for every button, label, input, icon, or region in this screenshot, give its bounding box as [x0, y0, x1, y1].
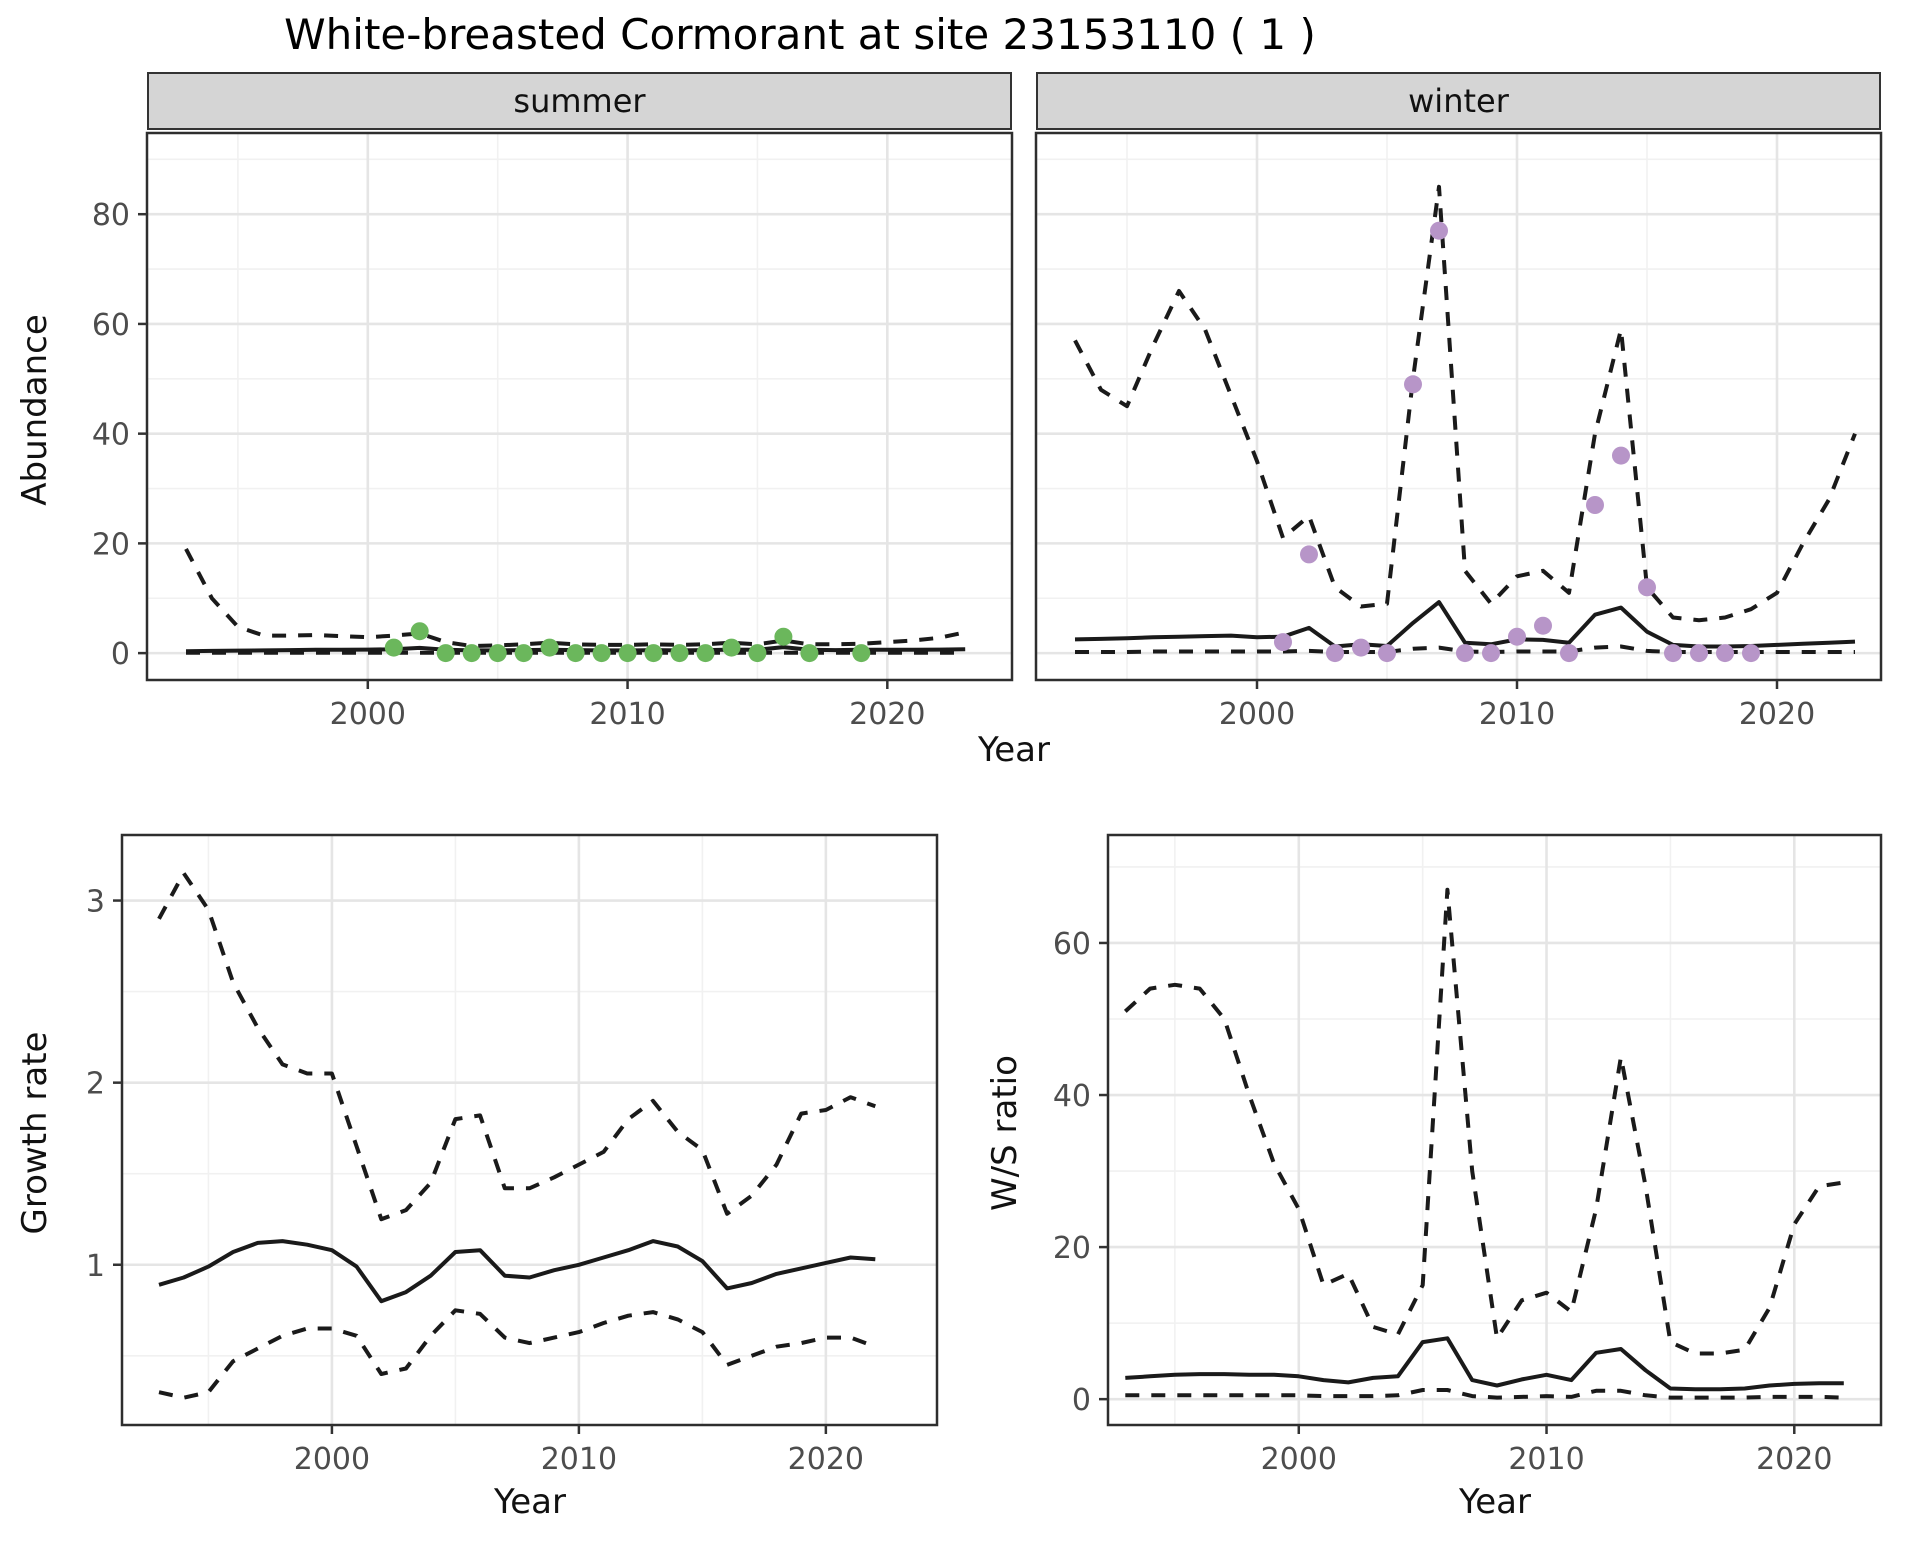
- data-point: [566, 644, 585, 663]
- data-point: [540, 638, 559, 657]
- data-point: [1742, 644, 1760, 663]
- data-point: [1456, 644, 1474, 663]
- data-point: [514, 644, 533, 663]
- panel-background: [1108, 835, 1881, 1425]
- data-point: [1690, 644, 1708, 663]
- panel-border: [1034, 131, 1883, 682]
- facet-strip-winter-label: winter: [1408, 82, 1509, 120]
- x-axis-title-ws-year: Year: [1459, 1482, 1531, 1522]
- data-point: [1378, 644, 1396, 663]
- x-tick-label: 2020: [788, 1442, 864, 1477]
- x-tick-label: 2020: [1756, 1442, 1832, 1477]
- series-line-upper_ci: [157, 871, 876, 1222]
- panel-background: [147, 133, 1012, 680]
- y-tick-label: 60: [1053, 927, 1091, 962]
- y-tick-label: 20: [92, 527, 130, 562]
- data-point: [670, 644, 689, 663]
- x-tick-label: 2010: [541, 1442, 617, 1477]
- x-axis-title-top-year: Year: [978, 730, 1050, 770]
- data-point: [1586, 496, 1604, 514]
- data-point: [1352, 638, 1370, 657]
- series-line-median: [1125, 1336, 1844, 1392]
- data-point: [644, 644, 663, 663]
- data-point: [1508, 627, 1526, 646]
- data-point: [696, 644, 715, 663]
- panel-border: [145, 131, 1014, 682]
- series-line-lower_ci: [158, 1308, 876, 1400]
- x-tick-label: 2000: [1261, 1442, 1337, 1477]
- y-tick-label: 1: [86, 1249, 105, 1284]
- y-axis-title-ws-ratio: W/S ratio: [985, 1055, 1025, 1211]
- x-tick-label: 2010: [1479, 697, 1555, 732]
- x-tick-label: 2020: [1739, 697, 1815, 732]
- chart-panel-abundance-winter: 2000 2010 2020: [1034, 131, 1883, 732]
- data-point: [1534, 616, 1552, 635]
- panel-background: [122, 835, 937, 1425]
- data-point: [410, 622, 429, 641]
- series-line-lower_ci: [1125, 1388, 1844, 1400]
- y-tick-label: 0: [1072, 1383, 1091, 1418]
- data-point: [1300, 545, 1318, 564]
- data-point: [488, 644, 507, 663]
- panel-border: [120, 833, 939, 1427]
- data-point: [462, 644, 481, 663]
- chart-panel-abundance-summer: 2000 2010 2020 0 20 40 60 80: [92, 131, 1014, 732]
- y-tick-label: 3: [86, 885, 105, 920]
- data-point: [1482, 644, 1500, 663]
- data-point: [852, 644, 871, 663]
- facet-strip-summer: summer: [147, 72, 1012, 130]
- x-tick-label: 2000: [294, 1442, 370, 1477]
- data-point: [436, 644, 455, 663]
- panel-background: [1036, 133, 1881, 680]
- x-tick-label: 2010: [1508, 1442, 1584, 1477]
- data-point: [1326, 644, 1344, 663]
- panel-border: [1106, 833, 1883, 1427]
- data-point: [748, 644, 767, 663]
- x-tick-label: 2020: [849, 697, 925, 732]
- chart-panel-growth-rate: 2000 2010 2020 1 2 3: [86, 833, 939, 1477]
- series-line-upper_ci: [1123, 887, 1845, 1356]
- data-point: [1612, 446, 1630, 465]
- x-tick-label: 2010: [589, 697, 665, 732]
- series-line-median: [158, 1239, 876, 1304]
- x-tick-label: 2000: [1219, 697, 1295, 732]
- chart-panel-ws-ratio: 2000 2010 2020 0 20 40 60: [1053, 833, 1883, 1477]
- y-tick-label: 80: [92, 198, 130, 233]
- data-point: [1664, 644, 1682, 663]
- y-tick-label: 2: [86, 1067, 105, 1102]
- data-point: [722, 638, 741, 657]
- y-tick-label: 20: [1053, 1231, 1091, 1266]
- data-point: [1560, 644, 1578, 663]
- data-point: [384, 638, 403, 657]
- figure-title: White-breasted Cormorant at site 2315311…: [284, 10, 1316, 59]
- data-point: [1404, 375, 1422, 394]
- data-point: [1638, 578, 1656, 597]
- facet-strip-winter: winter: [1036, 72, 1881, 130]
- data-point: [618, 644, 637, 663]
- y-tick-label: 0: [111, 637, 130, 672]
- facet-strip-summer-label: summer: [513, 82, 646, 120]
- series-line-upper_ci: [1073, 184, 1857, 623]
- data-point: [592, 644, 611, 663]
- y-axis-title-growth-rate: Growth rate: [15, 1031, 55, 1235]
- data-point: [774, 627, 793, 646]
- y-tick-label: 40: [92, 418, 130, 453]
- y-axis-title-abundance: Abundance: [15, 314, 55, 506]
- y-tick-label: 40: [1053, 1079, 1091, 1114]
- y-tick-label: 60: [92, 308, 130, 343]
- x-tick-label: 2000: [330, 697, 406, 732]
- data-point: [800, 644, 819, 663]
- data-point: [1716, 644, 1734, 663]
- data-point: [1274, 633, 1292, 652]
- x-axis-title-growth-year: Year: [494, 1482, 566, 1522]
- data-point: [1430, 221, 1448, 240]
